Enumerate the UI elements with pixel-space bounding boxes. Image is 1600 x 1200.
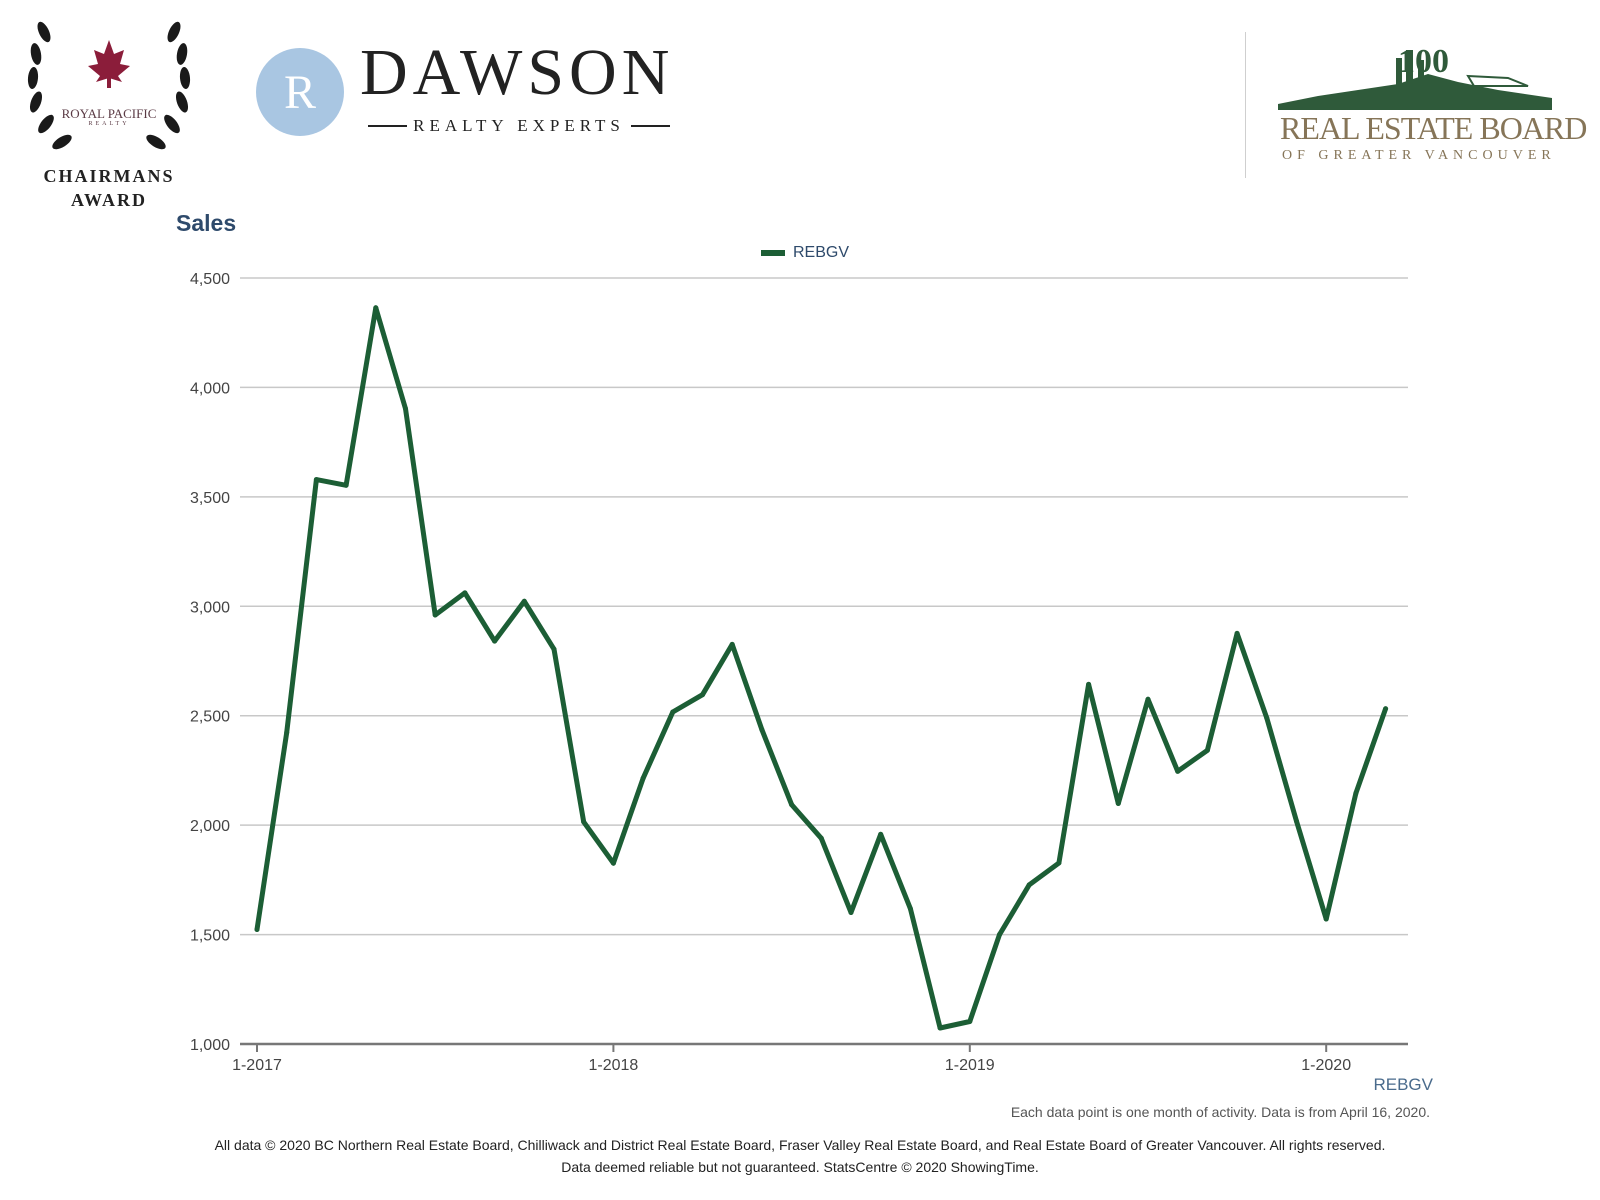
data-point — [581, 819, 587, 825]
data-point — [759, 727, 765, 733]
y-tick-label: 1,500 — [190, 928, 230, 945]
y-tick-label: 1,000 — [190, 1037, 230, 1054]
y-tick-label: 4,500 — [190, 271, 230, 288]
data-point — [521, 598, 527, 604]
data-point — [1264, 715, 1270, 721]
monogram-letter: R — [284, 66, 316, 119]
copyright-notice: All data © 2020 BC Northern Real Estate … — [0, 1134, 1600, 1178]
chart-legend: REBGV — [761, 244, 849, 262]
data-point — [1086, 681, 1092, 687]
data-point — [1294, 818, 1299, 824]
legend-swatch — [761, 250, 785, 256]
tagline-rule-right — [630, 125, 671, 127]
anniversary-number: 100 — [1398, 43, 1449, 80]
board-subtitle: OF GREATER VANCOUVER — [1282, 148, 1556, 163]
board-name: REAL ESTATE BOARD — [1280, 110, 1587, 146]
data-point — [670, 709, 676, 715]
data-point — [373, 305, 379, 311]
award-title-line2: AWARD — [70, 190, 147, 210]
data-point — [1204, 747, 1210, 753]
tagline-rule-left — [368, 125, 408, 127]
data-point — [1145, 696, 1151, 702]
data-point — [1234, 630, 1240, 636]
data-point — [640, 775, 646, 781]
data-point — [1175, 768, 1181, 774]
data-note: Each data point is one month of activity… — [1010, 1104, 1430, 1120]
data-point — [254, 927, 260, 933]
data-point — [284, 730, 290, 736]
y-tick-label: 3,000 — [190, 599, 230, 616]
data-point — [878, 831, 884, 837]
data-point — [1056, 860, 1062, 866]
award-title-line1: CHAIRMANS — [43, 166, 175, 186]
data-point — [818, 835, 824, 841]
y-tick-label: 3,500 — [190, 490, 230, 507]
data-point — [432, 612, 438, 618]
data-point — [700, 692, 705, 698]
legend-label: REBGV — [793, 244, 850, 261]
copyright-line-2: Data deemed reliable but not guaranteed.… — [561, 1159, 1039, 1175]
data-point — [313, 477, 319, 483]
award-org-name: ROYAL PACIFIC — [61, 106, 157, 121]
data-point — [1383, 706, 1389, 712]
brand-tagline-text: REALTY EXPERTS — [413, 116, 625, 135]
footer-series-label: REBGV — [1373, 1075, 1433, 1094]
data-point — [848, 909, 854, 915]
data-point — [789, 802, 795, 808]
data-point — [1026, 882, 1032, 888]
data-point — [551, 646, 557, 652]
header: ROYAL PACIFIC REALTY CHAIRMANS AWARD R D… — [0, 0, 1600, 210]
brand-tagline: REALTY EXPERTS — [362, 116, 676, 136]
x-tick-label: 1-2019 — [945, 1057, 995, 1074]
data-point — [907, 906, 913, 912]
data-point — [997, 932, 1002, 938]
x-tick-label: 1-2017 — [232, 1057, 282, 1074]
data-point — [610, 860, 616, 866]
data-point — [1353, 790, 1359, 796]
laurel-wreath-icon — [27, 21, 191, 150]
data-point — [343, 482, 349, 488]
copyright-line-1: All data © 2020 BC Northern Real Estate … — [214, 1137, 1386, 1153]
header-divider — [1245, 32, 1246, 178]
award-org-sub: REALTY — [88, 121, 130, 127]
vancouver-skyline-icon: 100 — [1278, 43, 1552, 110]
data-point — [403, 406, 408, 412]
brand-name: DAWSON — [360, 36, 675, 109]
data-point — [462, 590, 468, 596]
chart-title: Sales — [176, 210, 237, 236]
x-tick-label: 1-2018 — [588, 1057, 638, 1074]
data-point — [492, 638, 498, 644]
maple-leaf-icon — [88, 40, 130, 88]
line-chart: 1,000 1,500 2,000 2,500 3,000 3,500 4,000 4,500… — [190, 271, 1408, 1074]
y-tick-label: 2,500 — [190, 709, 230, 726]
y-tick-label: 4,000 — [190, 380, 230, 397]
data-point — [1323, 916, 1329, 922]
x-tick-label: 1-2020 — [1301, 1057, 1351, 1074]
data-point — [937, 1025, 943, 1031]
dawson-monogram-icon: R — [256, 48, 344, 136]
y-tick-label: 2,000 — [190, 818, 230, 835]
data-point — [967, 1018, 973, 1024]
data-point — [729, 641, 735, 647]
chairmans-award-logo: ROYAL PACIFIC REALTY CHAIRMANS AWARD — [14, 12, 204, 210]
data-point — [1115, 800, 1121, 806]
series-line-rebgv — [254, 305, 1389, 1031]
